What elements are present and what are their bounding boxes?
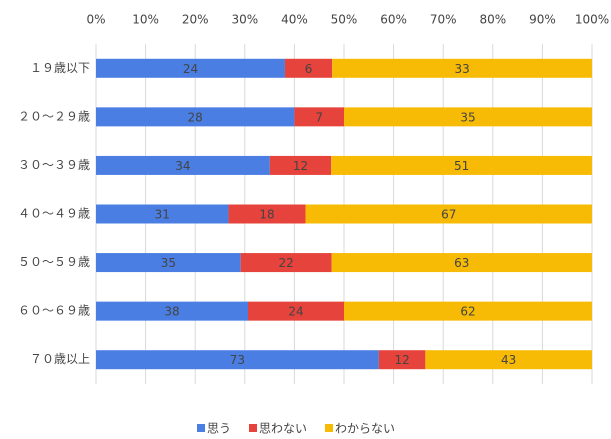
x-tick-label: 0%	[86, 13, 105, 27]
data-label: 7	[315, 110, 323, 124]
legend-swatch	[249, 424, 257, 432]
data-label: 24	[183, 62, 198, 76]
bar-segment	[96, 204, 229, 224]
data-label: 31	[155, 208, 170, 222]
data-label: 12	[394, 353, 409, 367]
y-tick-label: ７０歳以上	[30, 352, 90, 366]
bar-segment	[284, 58, 333, 78]
y-tick-label: ４０～４９歳	[18, 207, 90, 221]
y-tick-label: ５０～５９歳	[18, 255, 90, 269]
data-label: 62	[460, 305, 475, 319]
data-label: 43	[501, 353, 516, 367]
bar-segment	[96, 58, 285, 78]
bar-segment	[344, 301, 592, 321]
x-tick-label: 50%	[331, 13, 358, 27]
x-tick-label: 80%	[479, 13, 506, 27]
bar-segment	[305, 204, 592, 224]
data-label: 33	[454, 62, 469, 76]
bar-segment	[269, 155, 332, 175]
x-tick-label: 10%	[132, 13, 159, 27]
data-label: 24	[288, 305, 303, 319]
bar-segment	[248, 301, 344, 321]
x-tick-label: 90%	[529, 13, 556, 27]
bar-segment	[96, 350, 379, 370]
data-label: 51	[454, 159, 469, 173]
data-label: 38	[164, 305, 179, 319]
y-tick-label: ６０～６９歳	[18, 304, 90, 318]
y-tick-label: １９歳以下	[30, 61, 90, 75]
data-label: 73	[230, 353, 245, 367]
data-label: 67	[441, 208, 456, 222]
bar-segment	[228, 204, 306, 224]
bar-segment	[96, 253, 241, 273]
bar-segment	[96, 301, 248, 321]
y-tick-label: ２０～２９歳	[18, 109, 90, 123]
bar-segment	[240, 253, 332, 273]
legend-label: 思う	[207, 422, 231, 436]
x-tick-label: 100%	[575, 13, 609, 27]
legend-swatch	[197, 424, 205, 432]
bar-segment	[344, 107, 592, 127]
bar-segment	[331, 155, 592, 175]
legend-label: わからない	[335, 422, 395, 436]
y-tick-label: ３０～３９歳	[18, 158, 90, 172]
bar-segment	[96, 155, 270, 175]
bar-segment	[96, 107, 295, 127]
data-label: 22	[278, 256, 293, 270]
bar-segment	[331, 253, 592, 273]
bar-segment	[332, 58, 592, 78]
data-label: 34	[175, 159, 190, 173]
data-label: 63	[454, 256, 469, 270]
legend-label: 思わない	[259, 422, 307, 436]
data-label: 18	[259, 208, 274, 222]
data-label: 12	[293, 159, 308, 173]
bar-segment	[378, 350, 426, 370]
x-tick-label: 20%	[182, 13, 209, 27]
bar-segment	[425, 350, 592, 370]
legend-swatch	[325, 424, 333, 432]
x-tick-label: 40%	[281, 13, 308, 27]
data-label: 28	[188, 110, 203, 124]
bar-segment	[294, 107, 344, 127]
data-label: 35	[161, 256, 176, 270]
x-tick-label: 60%	[380, 13, 407, 27]
data-label: 35	[460, 110, 475, 124]
x-tick-label: 70%	[430, 13, 457, 27]
data-label: 6	[305, 62, 313, 76]
x-tick-label: 30%	[231, 13, 258, 27]
